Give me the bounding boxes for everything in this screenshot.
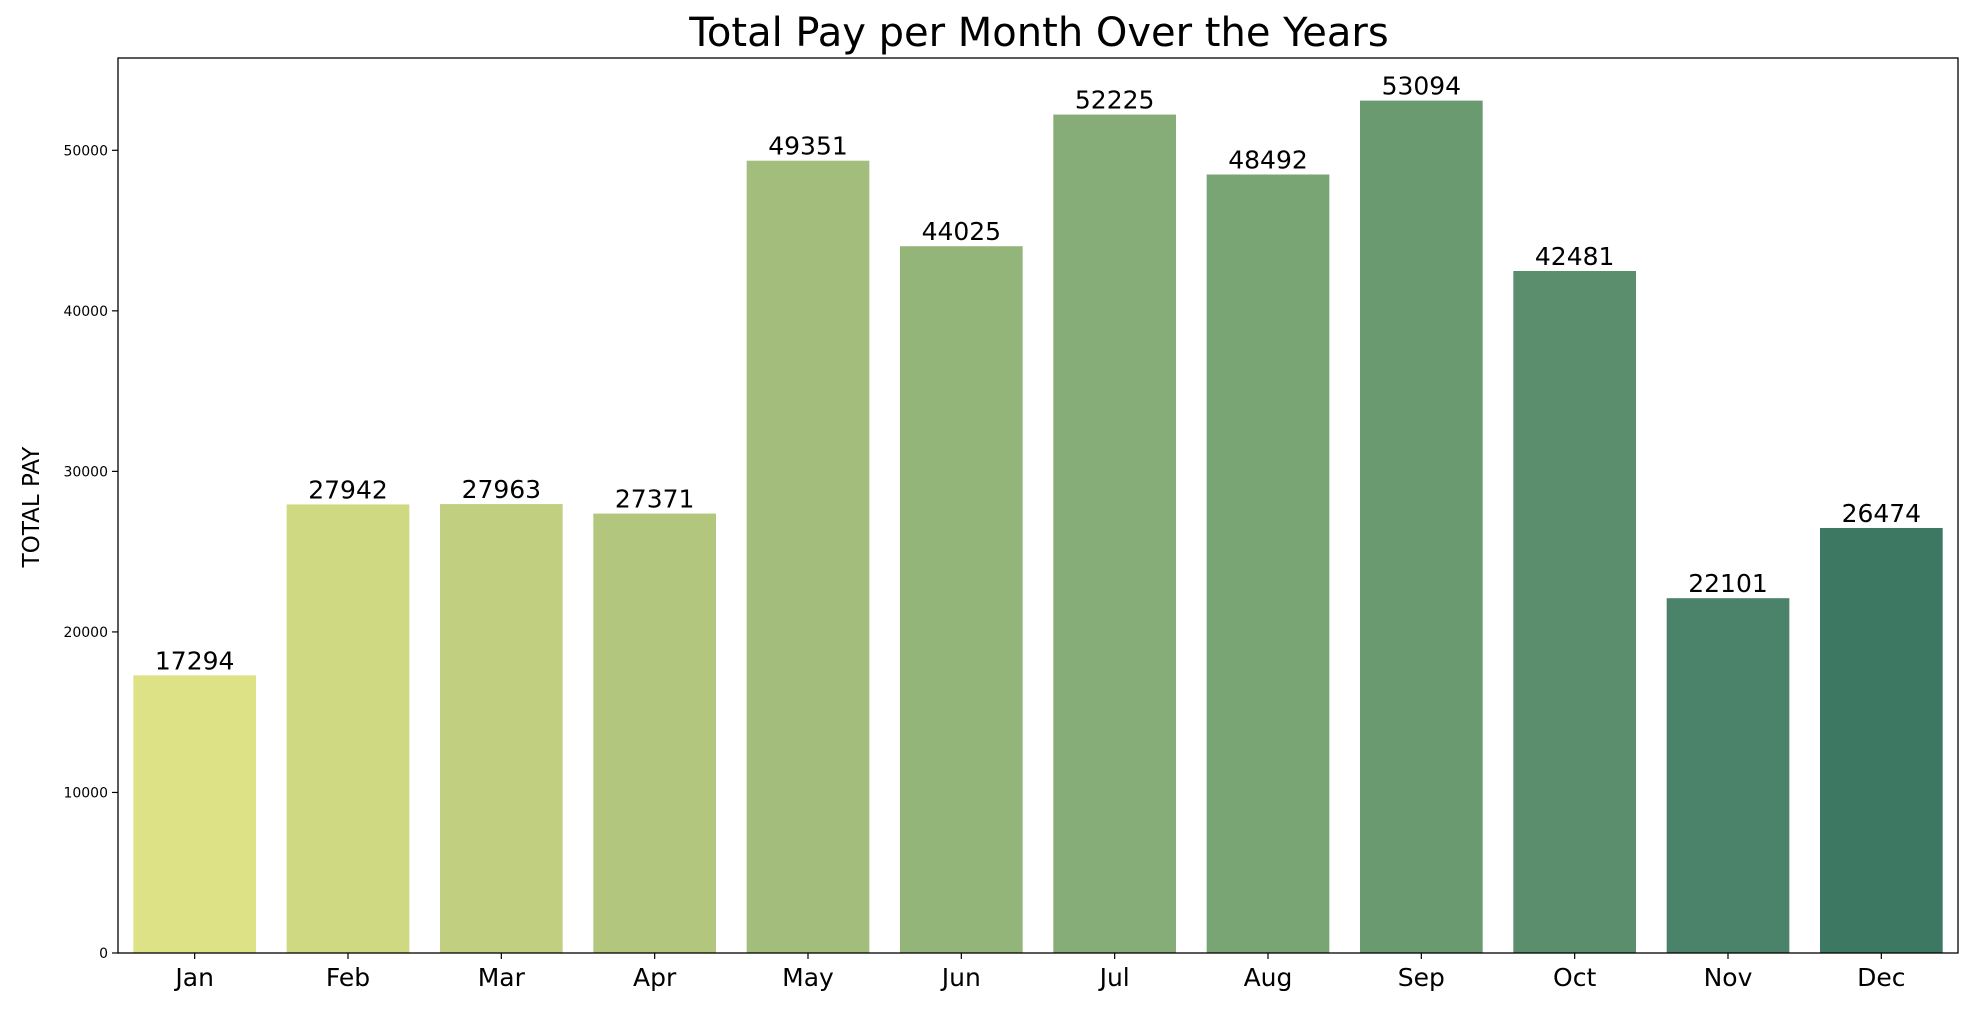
plot-frame — [117, 57, 1959, 954]
bar-aug — [1206, 174, 1330, 953]
x-tick-label-feb: Feb — [326, 963, 370, 992]
y-tick-label: 40000 — [63, 304, 108, 320]
data-label-jan: 17294 — [155, 646, 235, 675]
x-tick-label-may: May — [782, 963, 834, 992]
chart-title: Total Pay per Month Over the Years — [688, 10, 1388, 56]
data-labels-group: 17294 27942 27963 27371 49351 44025 52225 48492… — [155, 72, 1921, 676]
bar-dec — [1820, 527, 1943, 953]
y-axis: 0 10000 20000 30000 40000 50000 — [63, 143, 118, 962]
x-tick-label-nov: Nov — [1704, 963, 1753, 992]
bar-mar — [440, 504, 563, 953]
bar-jul — [1053, 114, 1176, 953]
y-tick-label: 50000 — [63, 143, 108, 159]
data-label-nov: 22101 — [1688, 569, 1768, 598]
data-label-oct: 42481 — [1535, 242, 1615, 271]
x-tick-label-oct: Oct — [1553, 963, 1596, 992]
y-tick-label: 10000 — [63, 785, 108, 801]
data-label-dec: 26474 — [1842, 499, 1922, 528]
x-tick-label-apr: Apr — [633, 963, 677, 992]
x-tick-label-jul: Jul — [1098, 963, 1130, 992]
bar-apr — [593, 513, 716, 953]
bar-feb — [286, 504, 410, 953]
data-label-apr: 27371 — [615, 485, 695, 514]
bar-jun — [900, 246, 1023, 954]
data-label-sep: 53094 — [1382, 72, 1462, 101]
x-tick-label-jun: Jun — [940, 963, 981, 992]
x-tick-label-aug: Aug — [1244, 963, 1293, 992]
x-tick-label-dec: Dec — [1857, 963, 1905, 992]
x-tick-label-sep: Sep — [1398, 963, 1445, 992]
data-label-mar: 27963 — [462, 475, 542, 504]
data-label-may: 49351 — [768, 132, 848, 161]
y-tick-label: 0 — [99, 946, 108, 962]
bar-may — [746, 160, 870, 953]
y-tick-label: 20000 — [63, 625, 108, 641]
data-label-aug: 48492 — [1228, 146, 1308, 175]
data-label-jun: 44025 — [922, 217, 1002, 246]
x-tick-label-jan: Jan — [173, 963, 214, 992]
data-label-feb: 27942 — [308, 475, 388, 504]
y-axis-label: TOTAL PAY — [19, 446, 45, 569]
bar-jan — [133, 675, 256, 953]
bar-sep — [1360, 100, 1483, 954]
bar-nov — [1666, 598, 1790, 953]
data-label-jul: 52225 — [1075, 86, 1155, 115]
bar-oct — [1513, 271, 1636, 953]
x-tick-label-mar: Mar — [478, 963, 526, 992]
y-tick-label: 30000 — [63, 464, 108, 480]
x-axis: Jan Feb Mar Apr May Jun Jul Aug Sep Oct Nov Dec — [173, 953, 1906, 992]
bars-group — [133, 100, 1943, 954]
